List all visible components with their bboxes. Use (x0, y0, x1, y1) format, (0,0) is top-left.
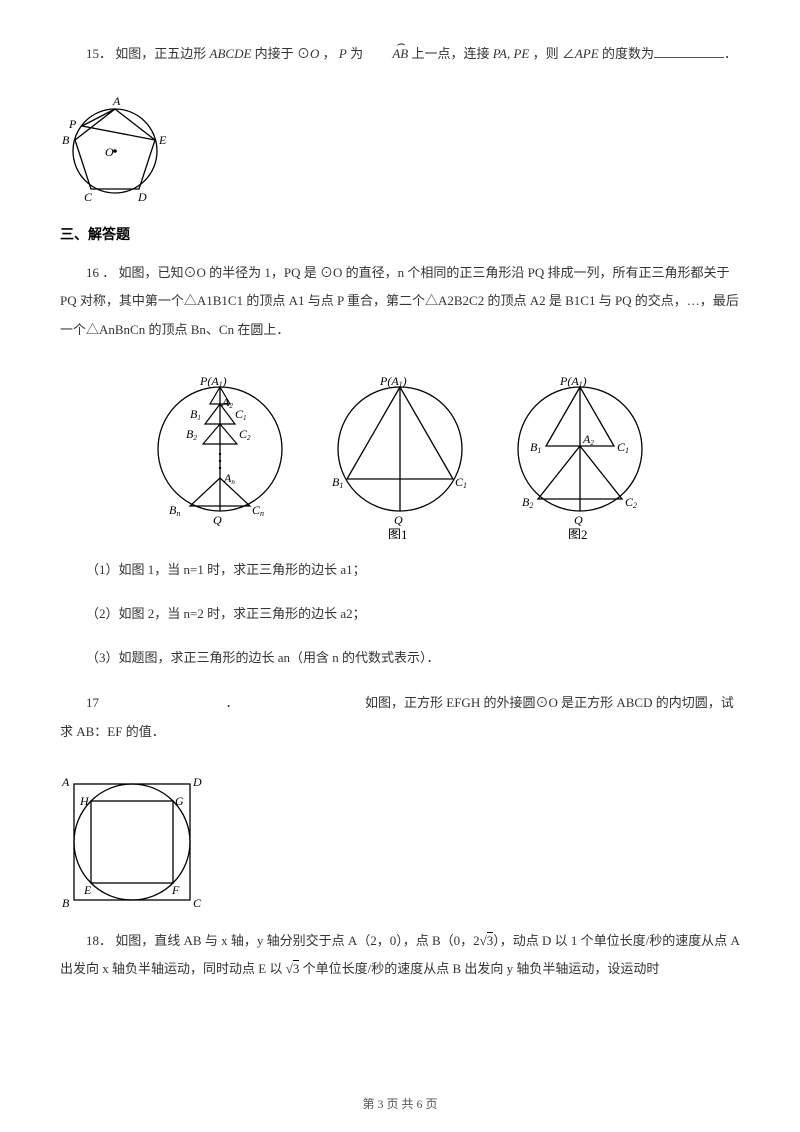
section-3-heading: 三、解答题 (60, 224, 740, 244)
g2-C1: C1 (455, 475, 467, 490)
q15-pape: PA, PE (493, 46, 530, 61)
q15-t6: ，则 (533, 46, 562, 61)
q15-t1: 如图，正五边形 (115, 46, 209, 61)
q17-figure: A D B C H G E F (60, 772, 740, 912)
g1-B2: B2 (186, 427, 197, 442)
q16-num: 16 (86, 265, 99, 280)
s-E: E (83, 883, 92, 897)
q18-t3: 个单位长度/秒的速度从点 B 出发向 y 轴负半轴运动，设运动时 (299, 961, 659, 976)
g3-P: P(A1) (559, 374, 587, 389)
g1-Cn: Cn (252, 503, 264, 518)
q15-t3: ， (323, 46, 339, 61)
g3-Q: Q (574, 513, 583, 527)
angle-sym: ∠ (562, 46, 575, 61)
lbl-A: A (112, 94, 121, 108)
arc-ab: AB (366, 40, 408, 69)
q15-t2: 内接于 (255, 46, 297, 61)
sqrt-a: √3 (480, 932, 494, 948)
q15-num: 15 (86, 46, 99, 61)
s-H: H (79, 794, 90, 808)
footer-p2: 页 共 (383, 1097, 416, 1111)
q15-o: O (310, 46, 319, 61)
footer-p3: 页 (423, 1097, 438, 1111)
s-A: A (61, 775, 70, 789)
lbl-B: B (62, 133, 70, 147)
lbl-O: O (105, 145, 114, 159)
g3-B2: B2 (522, 495, 533, 510)
lbl-P: P (68, 117, 77, 131)
cap-fig1: 图1 (388, 527, 408, 539)
q15-figure: A P B E C D O (60, 94, 740, 204)
q15-sep: ． (99, 46, 112, 61)
g1-C2: C2 (239, 427, 251, 442)
squares-circle-svg: A D B C H G E F (60, 772, 210, 912)
s-D: D (192, 775, 202, 789)
g3-B1: B1 (530, 440, 541, 455)
g3-A2: A2 (582, 432, 594, 447)
q18-num: 18 (86, 933, 99, 948)
g2-Q: Q (394, 513, 403, 527)
page-container: 15． 如图，正五边形 ABCDE 内接于 ⊙O ， P 为 AB 上一点，连接… (0, 0, 800, 1132)
s-F: F (171, 883, 180, 897)
question-17: 17 ． 如图，正方形 EFGH 的外接圆⊙O 是正方形 ABCD 的内切圆，试… (60, 689, 740, 746)
cap-fig2: 图2 (568, 527, 588, 539)
s-G: G (175, 794, 184, 808)
q15-t5: 上一点，连接 (411, 46, 492, 61)
q15-p: P (339, 46, 347, 61)
g1-A2: A2 (221, 395, 233, 410)
blank-answer (654, 45, 724, 58)
g3-C2: C2 (625, 495, 637, 510)
q17-body: 如图，正方形 EFGH 的外接圆⊙O 是正方形 ABCD 的内切圆，试求 AB：… (60, 695, 734, 739)
g1-B1: B1 (190, 407, 201, 422)
q17-sep: ． (226, 695, 239, 710)
q15-t7: 的度数为 (602, 46, 654, 61)
footer-p1: 第 (362, 1097, 377, 1111)
question-16: 16 ． 如图，已知⊙O 的半径为 1，PQ 是 ⊙O 的直径，n 个相同的正三… (60, 259, 740, 345)
q15-abcde: ABCDE (210, 46, 252, 61)
q18-t1: 如图，直线 AB 与 x 轴，y 轴分别交于点 A（2，0），点 B（0，2 (115, 933, 479, 948)
q16-sub3: （3）如题图，求正三角形的边长 an（用含 n 的代数式表示）． (60, 645, 740, 671)
g2-B1: B1 (332, 475, 343, 490)
q16-sep: ． (99, 265, 115, 280)
g1-Bn: Bn (169, 503, 180, 518)
g1-An: An (223, 471, 235, 486)
question-15: 15． 如图，正五边形 ABCDE 内接于 ⊙O ， P 为 AB 上一点，连接… (60, 40, 740, 69)
g2-P: P(A1) (379, 374, 407, 389)
sqrt-b: √3 (286, 960, 300, 976)
q16-body: 如图，已知⊙O 的半径为 1，PQ 是 ⊙O 的直径，n 个相同的正三角形沿 P… (60, 265, 739, 337)
q15-t4: 为 (350, 46, 366, 61)
q16-figures: P(A1) A2 B1 C1 B2 C2 An Bn Q Cn P(A1) B1… (60, 369, 740, 539)
s-C: C (193, 896, 202, 910)
question-18: 18． 如图，直线 AB 与 x 轴，y 轴分别交于点 A（2，0），点 B（0… (60, 927, 740, 984)
pentagon-circle-svg: A P B E C D O (60, 94, 170, 204)
q16-sub2: （2）如图 2，当 n=2 时，求正三角形的边长 a2； (60, 601, 740, 627)
g3-C1: C1 (617, 440, 629, 455)
q16-svg: P(A1) A2 B1 C1 B2 C2 An Bn Q Cn P(A1) B1… (135, 369, 665, 539)
s-B: B (62, 896, 70, 910)
circle-sym: ⊙ (297, 46, 310, 61)
g1-Q: Q (213, 513, 222, 527)
q16-sub1: （1）如图 1，当 n=1 时，求正三角形的边长 a1； (60, 557, 740, 583)
g1-P: P(A1) (199, 374, 227, 389)
page-footer: 第 3 页 共 6 页 (0, 1095, 800, 1112)
lbl-E: E (158, 133, 167, 147)
lbl-C: C (84, 190, 93, 204)
q17-num: 17 (86, 695, 99, 710)
q18-sep: ． (99, 933, 112, 948)
q15-period: ． (724, 46, 737, 61)
g1-C1: C1 (235, 407, 247, 422)
lbl-D: D (137, 190, 147, 204)
q15-ape: APE (575, 46, 599, 61)
